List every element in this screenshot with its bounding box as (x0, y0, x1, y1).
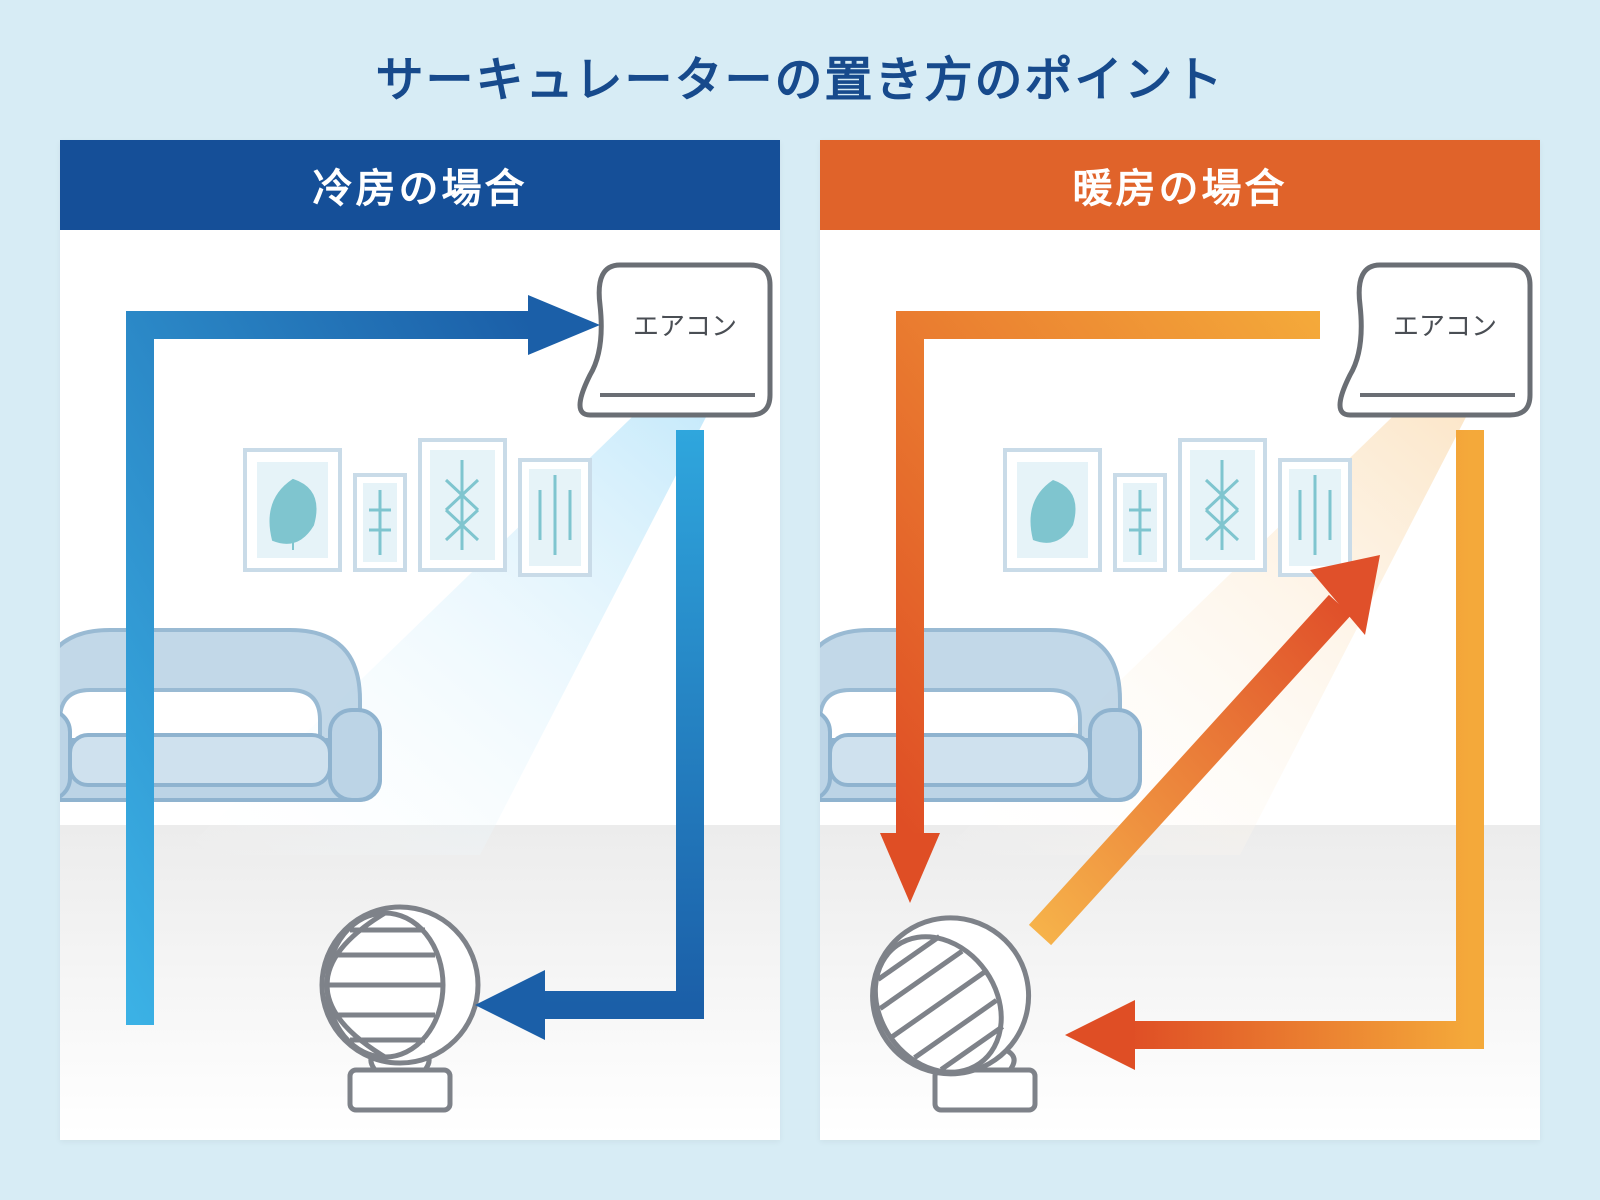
panel-cooling-scene: エアコン (60, 230, 780, 1140)
aircon-icon: エアコン (1340, 265, 1530, 415)
panel-cooling-header: 冷房の場合 (60, 140, 780, 230)
panel-heating-scene: エアコン (820, 230, 1540, 1140)
page: サーキュレーターの置き方のポイント 冷房の場合 (0, 0, 1600, 1200)
aircon-label: エアコン (633, 311, 737, 341)
aircon-icon: エアコン (580, 265, 770, 415)
page-title: サーキュレーターの置き方のポイント (375, 40, 1224, 110)
panels-row: 冷房の場合 (60, 140, 1540, 1140)
panel-cooling: 冷房の場合 (60, 140, 780, 1140)
panel-heating: 暖房の場合 (820, 140, 1540, 1140)
panel-heating-header: 暖房の場合 (820, 140, 1540, 230)
aircon-label: エアコン (1393, 311, 1497, 341)
